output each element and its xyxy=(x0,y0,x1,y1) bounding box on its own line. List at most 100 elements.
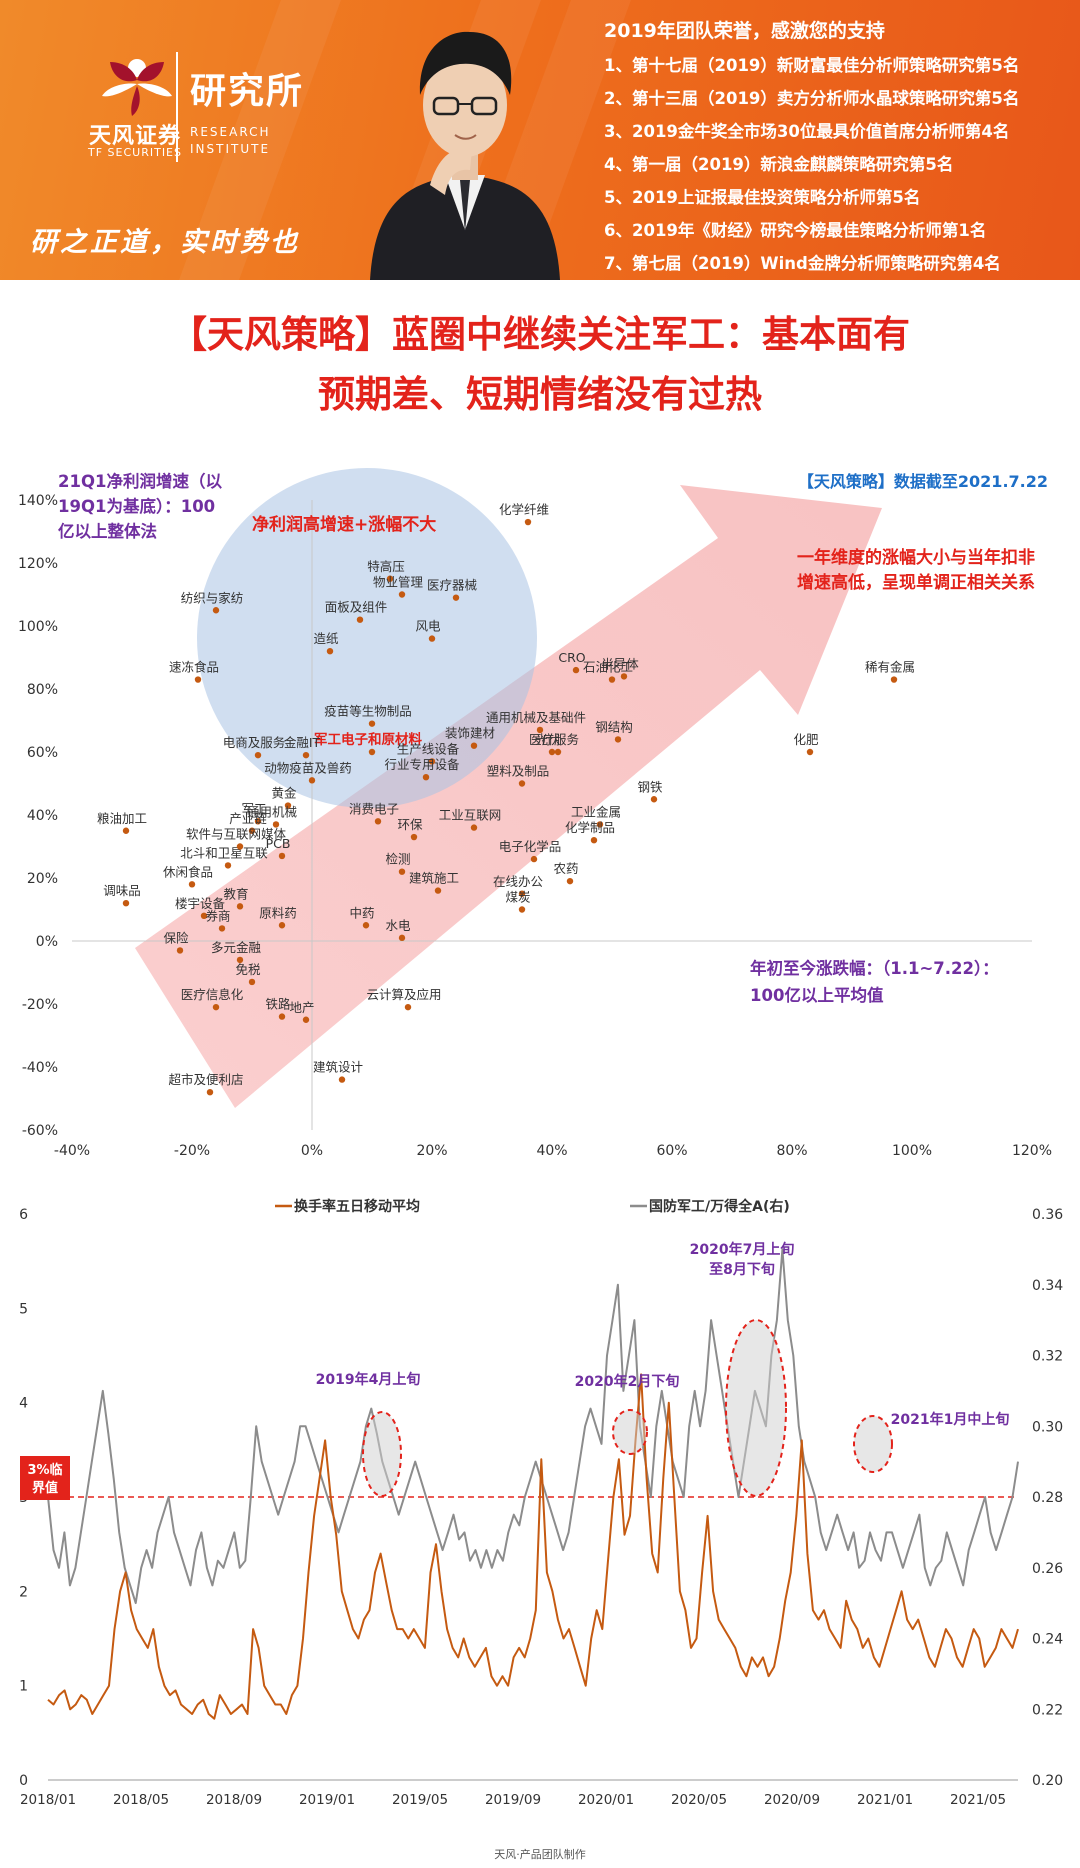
callout-ellipse xyxy=(853,1415,893,1473)
point-label: 北斗和卫星互联 xyxy=(180,845,268,860)
point-label: 多元金融 xyxy=(211,940,262,955)
scatter-point xyxy=(302,1016,310,1023)
point-label: 水电 xyxy=(385,918,411,933)
analyst-portrait xyxy=(370,31,560,280)
scatter-point xyxy=(554,748,562,756)
scatter-point xyxy=(404,1003,412,1011)
x-tick-label: 2018/05 xyxy=(113,1792,169,1808)
point-label: 医疗器械 xyxy=(427,578,478,593)
scatter-point xyxy=(608,676,616,683)
scatter-point xyxy=(596,821,604,828)
scatter-point xyxy=(548,748,556,756)
y-left-tick-label: 6 xyxy=(19,1207,28,1223)
point-label: 黄金 xyxy=(271,786,297,801)
point-label: 工业金属 xyxy=(571,804,621,819)
point-label: 休闲食品 xyxy=(163,864,213,879)
y-tick-label: 60% xyxy=(27,745,58,761)
x-tick-label: 2021/05 xyxy=(950,1792,1006,1808)
point-label: 塑料及制品 xyxy=(487,764,550,779)
callout-label: 至8月下旬 xyxy=(709,1261,775,1278)
callout-label: 2020年7月上旬 xyxy=(690,1241,795,1258)
scatter-point xyxy=(122,827,130,834)
point-label: 光伏 xyxy=(535,732,561,747)
slogan: 研之正道，实时势也 xyxy=(30,227,300,258)
scatter-point xyxy=(356,616,364,623)
scatter-point xyxy=(530,855,538,863)
point-label: PCB xyxy=(266,836,291,851)
point-label: 速冻食品 xyxy=(169,660,219,675)
x-tick-label: 20% xyxy=(416,1143,447,1159)
scatter-point xyxy=(278,922,286,929)
y-right-tick-label: 0.26 xyxy=(1032,1561,1063,1577)
trend-arrow xyxy=(135,485,882,1108)
x-tick-label: 2020/01 xyxy=(578,1792,634,1808)
institute-english: RESEARCH INSTITUTE xyxy=(190,124,270,158)
x-tick-label: 120% xyxy=(1012,1143,1052,1159)
point-label: 通用机械及基础件 xyxy=(486,710,586,725)
point-label: 钢结构 xyxy=(595,719,633,734)
point-label: 疫苗等生物制品 xyxy=(324,704,412,719)
point-label: 调味品 xyxy=(103,883,141,898)
logo-divider xyxy=(176,52,178,162)
x-tick-label: 2020/05 xyxy=(671,1792,727,1808)
y-tick-label: -20% xyxy=(22,997,58,1013)
point-label: 特高压 xyxy=(367,559,405,574)
point-label: 粮油加工 xyxy=(97,811,147,826)
point-label: 金融IT xyxy=(284,735,321,750)
x-tick-label: 2021/01 xyxy=(857,1792,913,1808)
y-tick-label: 20% xyxy=(27,871,58,887)
honor-item: 2、第十三届（2019）卖方分析师水晶球策略研究第5名 xyxy=(604,89,1020,108)
circle-label: 净利润高增速+涨幅不大 xyxy=(252,514,436,535)
point-label: 化肥 xyxy=(793,732,819,747)
point-label: 环保 xyxy=(397,817,423,832)
y-left-tick-label: 1 xyxy=(19,1679,28,1695)
y-tick-label: 140% xyxy=(18,493,58,509)
honor-item: 1、第十七届（2019）新财富最佳分析师策略研究第5名 xyxy=(604,56,1020,75)
scatter-point xyxy=(398,591,406,598)
scatter-point xyxy=(194,676,202,683)
ylabel-line: 19Q1为基底）：100 xyxy=(58,496,215,516)
x-tick-label: -40% xyxy=(54,1143,90,1159)
threshold-label-line: 3%临 xyxy=(27,1462,62,1478)
scatter-point xyxy=(386,575,394,582)
scatter-point xyxy=(518,780,526,787)
x-tick-label: 2018/09 xyxy=(206,1792,262,1808)
y-left-tick-label: 4 xyxy=(19,1396,28,1412)
scatter-point xyxy=(254,818,262,825)
scatter-point xyxy=(890,676,898,683)
point-label: 钢铁 xyxy=(637,779,663,794)
scatter-point xyxy=(518,906,526,913)
tianfeng-logo-icon xyxy=(102,59,172,116)
point-label: 建筑施工 xyxy=(409,871,459,886)
y-tick-label: 100% xyxy=(18,619,58,635)
y-right-tick-label: 0.30 xyxy=(1032,1419,1063,1435)
point-label: 行业专用设备 xyxy=(384,757,460,772)
point-label: 建筑设计 xyxy=(313,1060,363,1075)
x-tick-label: 80% xyxy=(776,1143,807,1159)
scatter-point xyxy=(188,881,196,888)
scatter-point xyxy=(284,802,292,809)
honors-list: 2019年团队荣誉，感激您的支持 1、第十七届（2019）新财富最佳分析师策略研… xyxy=(604,16,1074,280)
point-label: 电商及服务 xyxy=(223,735,286,750)
point-label: 半导体 xyxy=(601,656,639,671)
honor-item: 7、第七届（2019）Wind金牌分析师策略研究第4名 xyxy=(604,254,1001,273)
scatter-point xyxy=(428,758,436,765)
callout-label: 2019年4月上旬 xyxy=(316,1371,421,1388)
callout-ellipse xyxy=(362,1411,402,1497)
scatter-point xyxy=(122,900,130,907)
scatter-point xyxy=(362,922,370,929)
scatter-point xyxy=(398,934,406,942)
x-tick-label: 100% xyxy=(892,1143,932,1159)
point-label: 装饰建材 xyxy=(445,726,495,741)
scatter-point xyxy=(572,666,580,674)
point-label: 云计算及应用 xyxy=(366,987,441,1002)
y-tick-label: 80% xyxy=(27,682,58,698)
threshold-label-line: 界值 xyxy=(32,1480,58,1496)
x-tick-label: -20% xyxy=(174,1143,210,1159)
point-label: 医疗信息化 xyxy=(181,987,244,1002)
scatter-point xyxy=(236,956,244,964)
y-left-tick-label: 0 xyxy=(19,1773,28,1789)
honor-item: 4、第一届（2019）新浪金麒麟策略研究第5名 xyxy=(604,155,954,174)
scatter-point xyxy=(338,1076,346,1083)
ratio-series-line xyxy=(47,1248,1019,1605)
